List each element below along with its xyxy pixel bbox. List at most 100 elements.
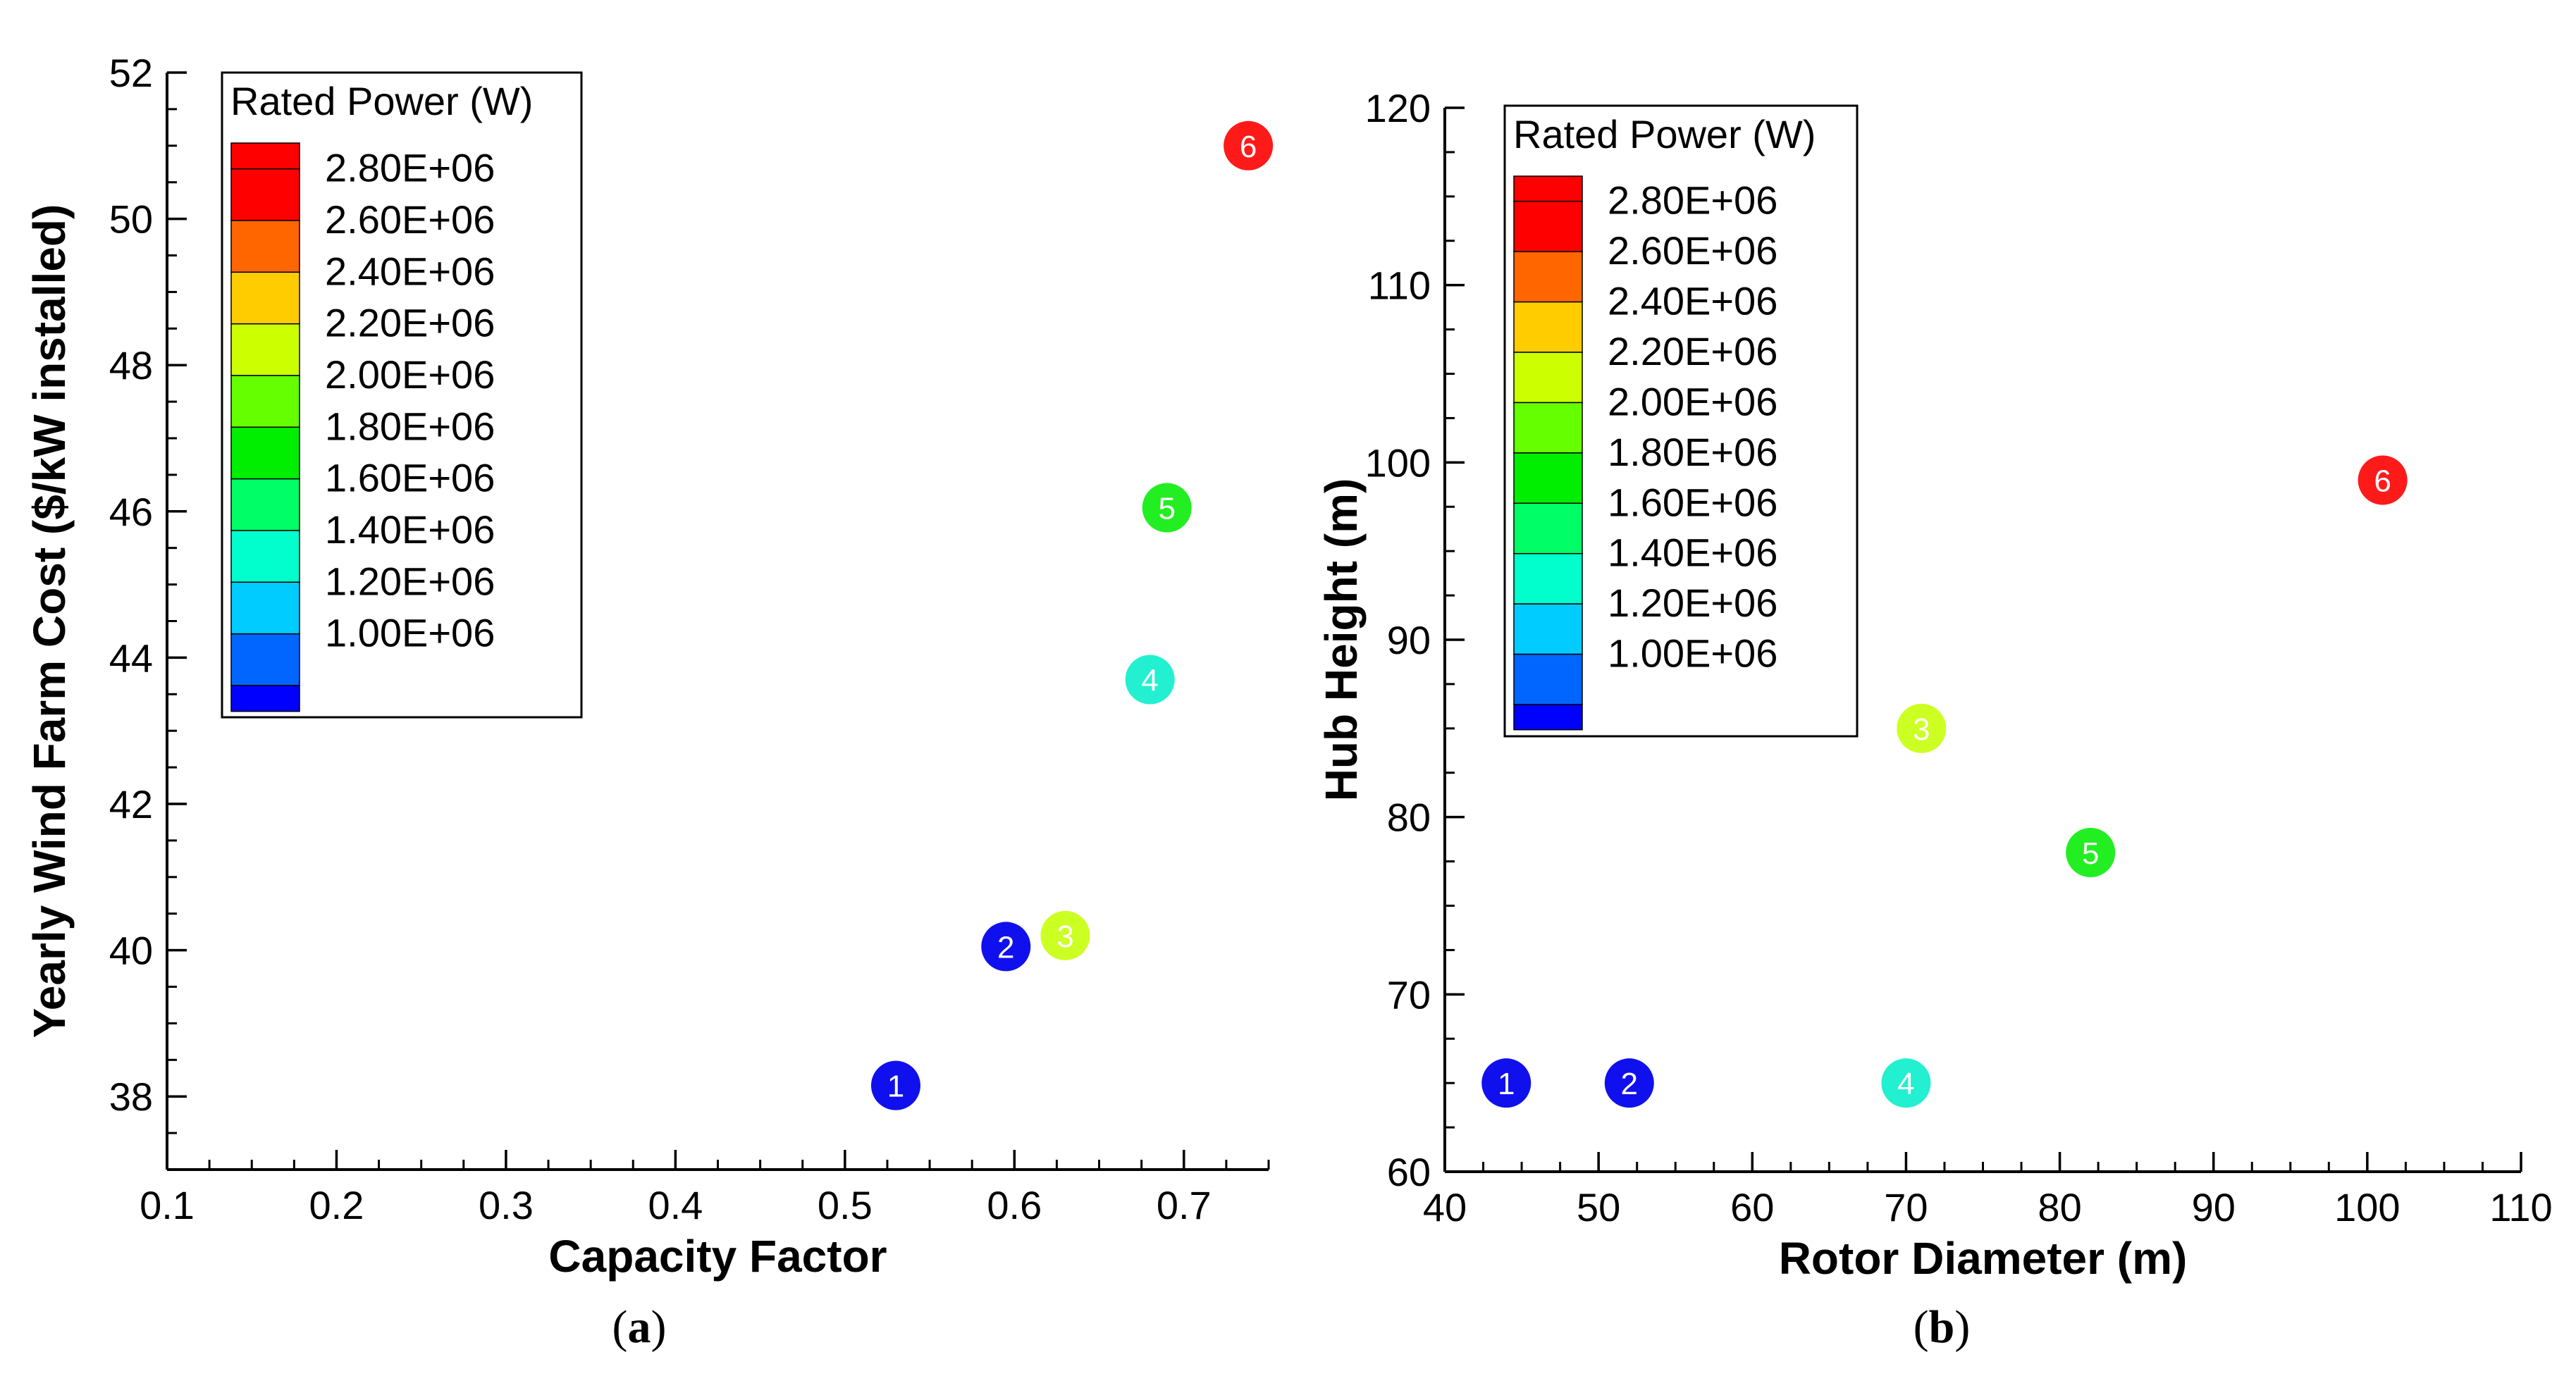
legend-swatch	[230, 426, 300, 480]
legend-swatch	[1513, 502, 1583, 554]
data-point-6: 6	[1224, 120, 1274, 171]
legend-swatch	[230, 168, 300, 221]
y-axis-title: Yearly Wind Farm Cost ($/kW installed)	[24, 204, 75, 1039]
data-point-label: 4	[1897, 1067, 1914, 1101]
x-tick-label: 60	[1730, 1185, 1774, 1229]
y-tick-label: 80	[1387, 795, 1431, 840]
data-point-marker	[1040, 910, 1090, 960]
data-point-2: 2	[1604, 1058, 1654, 1108]
data-point-marker	[1897, 703, 1947, 753]
data-point-4: 4	[1881, 1058, 1931, 1108]
legend-swatch	[1513, 653, 1583, 705]
legend-label: 2.40E+06	[1608, 279, 1777, 323]
legend-swatch	[230, 633, 300, 686]
y-tick-label: 90	[1387, 618, 1431, 662]
data-point-label: 4	[1141, 664, 1158, 698]
data-point-label: 2	[1621, 1067, 1638, 1101]
legend-swatch	[230, 478, 300, 531]
legend-swatch	[1513, 452, 1583, 504]
legend-swatch	[1513, 352, 1583, 404]
y-tick-label: 110	[1368, 264, 1431, 308]
x-tick-label: 110	[2489, 1185, 2552, 1229]
y-tick-label: 44	[109, 636, 153, 680]
legend-label: 2.40E+06	[325, 249, 495, 293]
data-point-marker	[1604, 1058, 1654, 1108]
legend-swatch	[1513, 301, 1583, 353]
x-tick-label: 0.4	[648, 1183, 703, 1227]
data-point-marker	[1125, 655, 1175, 705]
legend-swatch	[230, 271, 300, 325]
x-axis-title: Capacity Factor	[548, 1231, 887, 1282]
legend-label: 1.40E+06	[325, 507, 495, 552]
legend-label: 2.60E+06	[1608, 228, 1777, 273]
legend-swatch	[1513, 603, 1583, 655]
y-axis-title: Hub Height (m)	[1316, 478, 1367, 802]
data-point-label: 5	[1158, 492, 1175, 526]
y-tick-label: 42	[109, 782, 153, 826]
legend-label: 1.00E+06	[1608, 631, 1777, 676]
legend-label: 1.60E+06	[1608, 480, 1777, 524]
x-axis-title: Rotor Diameter (m)	[1779, 1233, 2188, 1284]
y-tick-label: 120	[1365, 86, 1431, 130]
y-tick-label: 48	[109, 343, 153, 388]
y-tick-label: 100	[1365, 440, 1431, 485]
x-tick-label: 40	[1423, 1185, 1467, 1229]
y-tick-label: 40	[109, 929, 153, 973]
data-point-1: 1	[870, 1060, 920, 1110]
legend-swatch-top	[1513, 175, 1583, 202]
x-tick-label: 0.7	[1157, 1183, 1212, 1227]
x-tick-label: 80	[2038, 1185, 2081, 1229]
legend-title: Rated Power (W)	[230, 79, 533, 123]
data-point-label: 2	[997, 930, 1014, 965]
legend-swatch	[1513, 200, 1583, 252]
y-tick-label: 52	[109, 51, 153, 95]
data-point-marker	[981, 922, 1031, 972]
x-tick-label: 0.2	[309, 1183, 364, 1227]
data-point-1: 1	[1481, 1058, 1532, 1108]
legend-label: 1.40E+06	[1608, 531, 1777, 575]
data-point-label: 1	[1498, 1067, 1515, 1101]
legend-swatch	[230, 220, 300, 273]
y-tick-label: 46	[109, 490, 153, 534]
data-point-2: 2	[981, 922, 1031, 972]
chart-b: 40 50 60 70 80 90 100 110 60 70 80 90 100 110 120 Rotor…	[1316, 86, 2553, 1353]
data-point-5: 5	[1142, 483, 1192, 533]
data-point-5: 5	[2066, 828, 2116, 877]
data-point-marker	[2358, 455, 2408, 505]
data-point-marker	[870, 1060, 920, 1110]
legend-swatch	[1513, 402, 1583, 454]
y-tick-label: 38	[109, 1074, 153, 1119]
legend: Rated Power (W) 2.80E+06 2.60E+06 2.40E+06 2…	[221, 71, 583, 719]
legend-label: 1.80E+06	[1608, 430, 1777, 474]
legend-swatch	[230, 375, 300, 428]
data-point-4: 4	[1125, 655, 1175, 705]
figure-caption: (a)	[612, 1301, 667, 1353]
legend-label: 2.00E+06	[1608, 379, 1777, 423]
x-tick-label: 0.5	[818, 1183, 873, 1227]
legend-label: 2.20E+06	[325, 301, 495, 345]
legend-label: 2.00E+06	[325, 352, 495, 397]
figure-caption: (b)	[1913, 1301, 1971, 1353]
data-point-marker	[1224, 120, 1274, 171]
data-point-label: 6	[2374, 464, 2391, 499]
legend-swatch	[230, 323, 300, 376]
x-tick-label: 0.6	[987, 1183, 1042, 1227]
x-tick-label: 70	[1884, 1185, 1928, 1229]
x-tick-label: 0.3	[479, 1183, 534, 1227]
data-point-3: 3	[1040, 910, 1090, 960]
data-point-label: 6	[1240, 130, 1257, 164]
legend-swatch-bottom	[1513, 704, 1583, 731]
data-point-marker	[1481, 1058, 1532, 1108]
y-tick-label: 50	[109, 197, 153, 242]
legend-label: 1.00E+06	[325, 611, 495, 655]
y-tick-label: 70	[1387, 972, 1431, 1017]
chart-a: 0.1 0.2 0.3 0.4 0.5 0.6 0.73840424446485052Cap…	[24, 51, 1274, 1353]
data-point-marker	[2066, 828, 2116, 877]
x-tick-label: 100	[2334, 1185, 2400, 1229]
x-tick-label: 90	[2192, 1185, 2236, 1229]
legend-label: 1.80E+06	[325, 404, 495, 448]
data-point-6: 6	[2358, 455, 2408, 505]
legend-swatch-bottom	[230, 685, 300, 712]
y-tick-label: 60	[1387, 1150, 1431, 1194]
